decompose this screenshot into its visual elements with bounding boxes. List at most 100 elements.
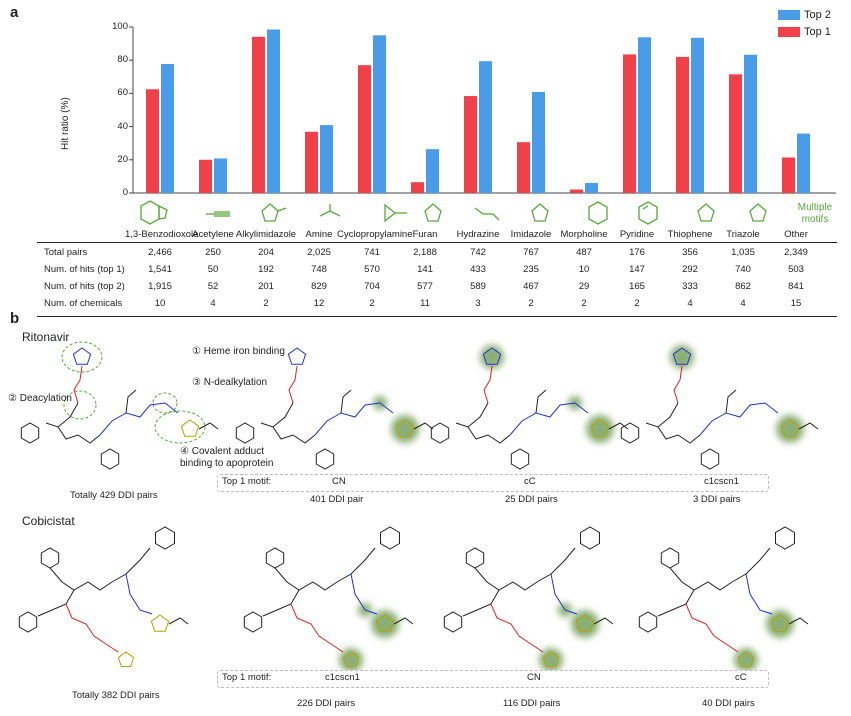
cobicistat-count-1: 226 DDI pairs (297, 698, 356, 709)
table-cell: 201 (258, 281, 274, 292)
covalent-adduct-highlight (154, 410, 206, 444)
alkylimidazole-structure-icon (261, 203, 287, 222)
table-cell: 10 (578, 264, 590, 275)
bar-top1-other (782, 157, 795, 193)
bar-top1-acetylene (199, 159, 212, 193)
panel-a-letter: a (10, 4, 19, 21)
ritonavir-motif-2: cC (524, 476, 536, 487)
ritonavir-count-1: 401 DDI pair (310, 494, 364, 505)
pyridine-structure-icon (638, 201, 658, 225)
bar-top1-furan (411, 182, 424, 193)
y-tick-label: 100 (112, 21, 128, 32)
bar-top2-pyridine (638, 37, 651, 194)
ritonavir-title: Ritonavir (22, 330, 70, 344)
table-cell: 52 (207, 281, 219, 292)
table-cell: 1,541 (148, 264, 172, 275)
benzodioxole-structure-icon (140, 200, 168, 225)
category-label: Cyclopropylamine (337, 229, 413, 240)
bar-top1-pyridine (623, 54, 636, 193)
cobicistat-motif-1: c1cscn1 (325, 672, 360, 683)
cobicistat-motif-3: cC (735, 672, 747, 683)
category-label: Imidazole (510, 229, 552, 240)
table-cell: 29 (578, 281, 590, 292)
cyclopropylamine-structure-icon (384, 203, 407, 223)
table-cell: 589 (470, 281, 486, 292)
bar-top1-cyclopropylamine (358, 65, 371, 193)
ritonavir-total: Totally 429 DDI pairs (70, 490, 158, 501)
cobicistat-motif-box (217, 670, 769, 688)
category-label: Alkylimidazole (235, 229, 297, 240)
legend-swatch-top1 (778, 27, 800, 37)
morpholine-structure-icon (588, 201, 608, 225)
cobicistat-count-2: 116 DDI pairs (503, 698, 561, 709)
table-cell: 503 (788, 264, 804, 275)
table-cell: 2 (634, 298, 640, 309)
category-label: 1,3-Benzodioxole (125, 229, 199, 240)
table-top-rule (37, 242, 837, 243)
table-cell: 15 (790, 298, 802, 309)
cobicistat-title: Cobicistat (22, 514, 75, 528)
bar-top2-imidazole (532, 91, 545, 193)
table-cell: 1,915 (148, 281, 172, 292)
table-cell: 829 (311, 281, 327, 292)
table-cell: 165 (629, 281, 645, 292)
table-cell: 147 (629, 264, 645, 275)
table-cell: 204 (258, 247, 274, 258)
bar-top1-alkylimidazole (252, 36, 265, 193)
category-label: Pyridine (619, 229, 655, 240)
table-cell: 192 (258, 264, 274, 275)
bar-top2-triazole (744, 54, 757, 193)
bar-top2-hydrazine (479, 61, 492, 193)
cobicistat-motif-2: CN (527, 672, 541, 683)
table-cell: 4 (687, 298, 693, 309)
table-cell: 176 (629, 247, 645, 258)
bar-top2-alkylimidazole (267, 29, 280, 193)
table-cell: 2 (581, 298, 587, 309)
ndealkylation-highlight (152, 392, 178, 414)
bar-top1-triazole (729, 74, 742, 193)
ritonavir-structures (20, 341, 819, 470)
table-cell: 4 (210, 298, 216, 309)
table-cell: 2,466 (148, 247, 172, 258)
ritonavir-motif-box (217, 474, 769, 492)
category-label: Thiophene (667, 229, 713, 240)
table-cell: 862 (735, 281, 751, 292)
legend-label-top1: Top 1 (804, 26, 831, 38)
table-cell: 2 (263, 298, 269, 309)
acetylene-structure-icon (206, 211, 230, 217)
table-cell: 2 (528, 298, 534, 309)
y-tick-label: 40 (117, 120, 128, 132)
annotation-covalent-1: ④ Covalent adduct (180, 446, 265, 457)
bar-top2-acetylene (214, 158, 227, 193)
table-cell: 433 (470, 264, 486, 275)
table-row-label: Num. of hits (top 2) (44, 281, 125, 292)
multiple-motifs-label-2: motifs (802, 214, 829, 225)
category-label: Amine (305, 229, 333, 240)
bar-top2-1-3-benzodioxole (161, 64, 174, 193)
annotation-ndealkylation: ③ N-dealkylation (192, 377, 268, 388)
table-cell: 10 (154, 298, 166, 309)
deacylation-highlight (63, 390, 97, 420)
amine-structure-icon (319, 204, 341, 217)
table-cell: 2 (369, 298, 375, 309)
table-cell: 1,035 (731, 247, 755, 258)
legend-swatch-top2 (778, 10, 800, 20)
table-row-label: Num. of chemicals (44, 298, 123, 309)
annotation-deacylation: ② Deacylation (8, 393, 72, 404)
imidazole-structure-icon (531, 203, 549, 222)
panel-b-letter: b (10, 310, 20, 327)
ritonavir-motif-1: CN (332, 476, 346, 487)
bar-top1-hydrazine (464, 96, 477, 193)
bar-top2-other (797, 133, 810, 193)
cobicistat-motif-label: Top 1 motif: (222, 672, 272, 683)
bar-top2-amine (320, 125, 333, 193)
table-cell: 2,025 (307, 247, 331, 258)
y-tick-label: 0 (122, 187, 128, 198)
bar-top2-cyclopropylamine (373, 35, 386, 193)
table-row-label: Num. of hits (top 1) (44, 264, 125, 275)
table-cell: 4 (740, 298, 746, 309)
bar-top1-1-3-benzodioxole (146, 89, 159, 193)
table-cell: 235 (523, 264, 539, 275)
thiophene-structure-icon (697, 203, 715, 222)
table-cell: 3 (475, 298, 481, 309)
